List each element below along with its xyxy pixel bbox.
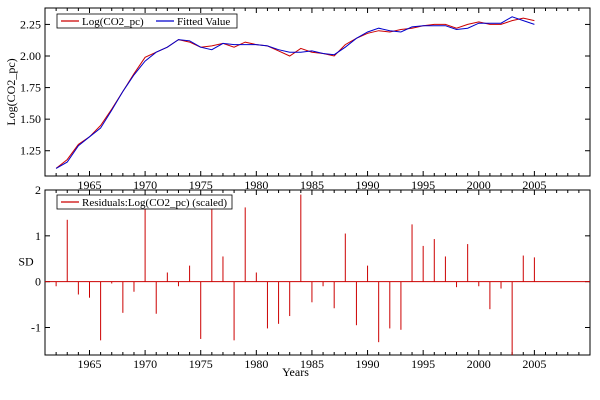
y-tick-label: 1.25	[20, 144, 41, 158]
legend-box	[56, 194, 233, 210]
x-tick-label: 1980	[244, 178, 268, 192]
plot-frame	[44, 7, 591, 177]
x-tick-label: 1965	[77, 357, 101, 371]
y-tick-label: 1.50	[20, 112, 41, 126]
x-tick-label: 1990	[356, 357, 380, 371]
legend-entry: Residuals:Log(CO2_pc) (scaled)	[82, 197, 227, 209]
y-axis-title: Log(CO2_pc)	[4, 58, 18, 125]
x-axis-title: Years	[282, 365, 309, 379]
x-tick-label: 1995	[411, 178, 435, 192]
x-tick-label: 1990	[356, 178, 380, 192]
x-tick-label: 1975	[189, 178, 213, 192]
y-tick-label: 0	[35, 275, 41, 289]
legend-entry: Fitted Value	[177, 16, 230, 28]
y-tick-label: 2	[35, 183, 41, 197]
x-tick-label: 2005	[522, 178, 546, 192]
series-line-1	[55, 16, 535, 169]
plot-frame	[44, 189, 591, 356]
x-tick-label: 2005	[522, 357, 546, 371]
log-co2-panel: 1965 1970 1975 1980 1985 1990 1995 2000 2005 1.25…	[4, 7, 591, 192]
x-tick-label: 1985	[300, 178, 324, 192]
legend-box	[56, 13, 238, 29]
x-tick-label: 2000	[467, 178, 491, 192]
x-tick-label: 1970	[133, 357, 157, 371]
y-axis-title: SD	[18, 255, 34, 269]
x-tick-label: 1975	[189, 357, 213, 371]
x-tick-label: 1985	[300, 357, 324, 371]
x-tick-label: 1980	[244, 357, 268, 371]
x-tick-label: 1970	[133, 178, 157, 192]
series-line-0	[55, 17, 535, 169]
residuals-panel: 1965 1970 1975 1980 1985 1990 1995 2000 2005 -1 0 1…	[18, 183, 591, 379]
y-tick-label: 1	[35, 229, 41, 243]
y-tick-label: 2.00	[20, 49, 41, 63]
x-tick-label: 1995	[411, 357, 435, 371]
legend-entry: Log(CO2_pc)	[82, 16, 144, 28]
y-tick-label: -1	[31, 321, 41, 335]
x-tick-label: 2000	[467, 357, 491, 371]
y-tick-label: 1.75	[20, 81, 41, 95]
y-tick-label: 2.25	[20, 17, 41, 31]
x-tick-label: 1965	[77, 178, 101, 192]
